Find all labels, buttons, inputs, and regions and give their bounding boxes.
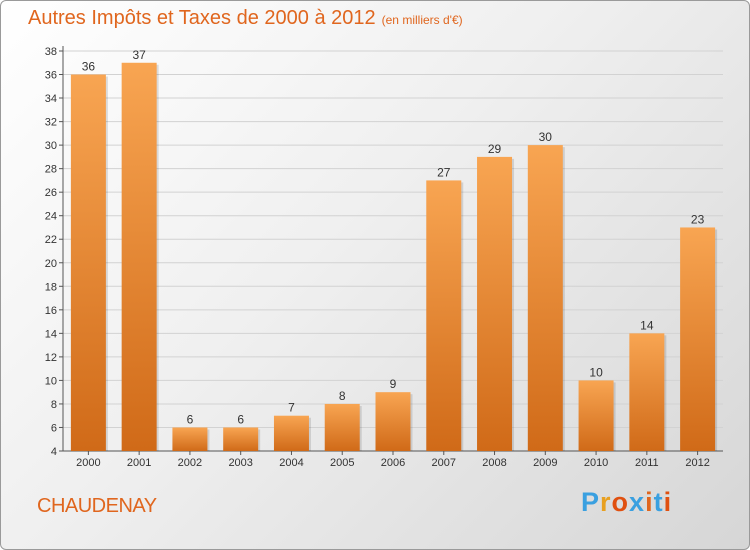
x-tick-label: 2010 (584, 457, 608, 469)
y-tick-label: 22 (45, 234, 57, 246)
bar (223, 427, 259, 451)
y-tick-label: 38 (45, 46, 57, 58)
logo-letter: o (611, 487, 630, 517)
x-tick-label: 2002 (178, 457, 202, 469)
y-tick-label: 36 (45, 70, 57, 82)
x-tick-label: 2006 (381, 457, 405, 469)
y-tick-label: 32 (45, 117, 57, 129)
bar (172, 427, 208, 451)
logo-letter: P (581, 487, 601, 517)
y-tick-label: 26 (45, 187, 57, 199)
y-tick-label: 6 (51, 422, 57, 434)
proxiti-logo: Proxiti (581, 487, 672, 518)
x-tick-label: 2003 (228, 457, 252, 469)
x-tick-label: 2008 (482, 457, 506, 469)
y-tick-label: 24 (45, 211, 57, 223)
y-tick-label: 8 (51, 399, 57, 411)
y-tick-label: 20 (45, 258, 57, 270)
data-label: 6 (237, 412, 244, 426)
x-tick-label: 2001 (127, 457, 151, 469)
bar (629, 333, 665, 451)
bar (121, 62, 157, 451)
logo-letter: t (653, 487, 664, 517)
chart-title-text: Autres Impôts et Taxes de 2000 à 2012 (28, 7, 376, 29)
y-tick-label: 30 (45, 140, 57, 152)
x-tick-label: 2009 (533, 457, 557, 469)
logo-letter: i (645, 487, 654, 517)
y-tick-label: 10 (45, 375, 57, 387)
bar (426, 180, 462, 452)
chart-title: Autres Impôts et Taxes de 2000 à 2012 (en… (28, 7, 463, 30)
data-label: 37 (132, 48, 146, 62)
data-label: 7 (288, 401, 295, 415)
y-tick-label: 12 (45, 352, 57, 364)
data-label: 30 (539, 130, 553, 144)
x-tick-label: 2004 (279, 457, 303, 469)
data-label: 23 (691, 212, 705, 226)
chart-unit-text: (en milliers d'€) (381, 13, 463, 27)
bar (375, 392, 411, 451)
x-tick-label: 2000 (76, 457, 100, 469)
y-tick-label: 4 (51, 446, 57, 458)
y-tick-label: 18 (45, 281, 57, 293)
bar (477, 156, 513, 451)
y-tick-label: 34 (45, 93, 57, 105)
bar (273, 415, 309, 451)
bar (680, 227, 716, 451)
x-tick-label: 2007 (432, 457, 456, 469)
data-label: 10 (589, 365, 603, 379)
bar (527, 145, 563, 451)
data-label: 36 (82, 60, 96, 74)
logo-letter: i (663, 487, 673, 517)
bar (578, 380, 614, 451)
x-tick-label: 2011 (635, 457, 659, 469)
x-tick-label: 2005 (330, 457, 354, 469)
y-tick-label: 14 (45, 328, 57, 340)
data-label: 9 (390, 377, 397, 391)
bar (70, 74, 106, 451)
commune-name: CHAUDENAY (37, 495, 157, 517)
data-label: 14 (640, 318, 654, 332)
data-label: 8 (339, 389, 346, 403)
data-label: 27 (437, 165, 451, 179)
bar (324, 403, 360, 451)
y-tick-label: 16 (45, 305, 57, 317)
logo-letter: x (629, 487, 646, 517)
x-tick-label: 2012 (685, 457, 709, 469)
data-label: 29 (488, 142, 502, 156)
data-label: 6 (187, 412, 194, 426)
y-tick-label: 28 (45, 164, 57, 176)
logo-letter: r (600, 487, 612, 517)
